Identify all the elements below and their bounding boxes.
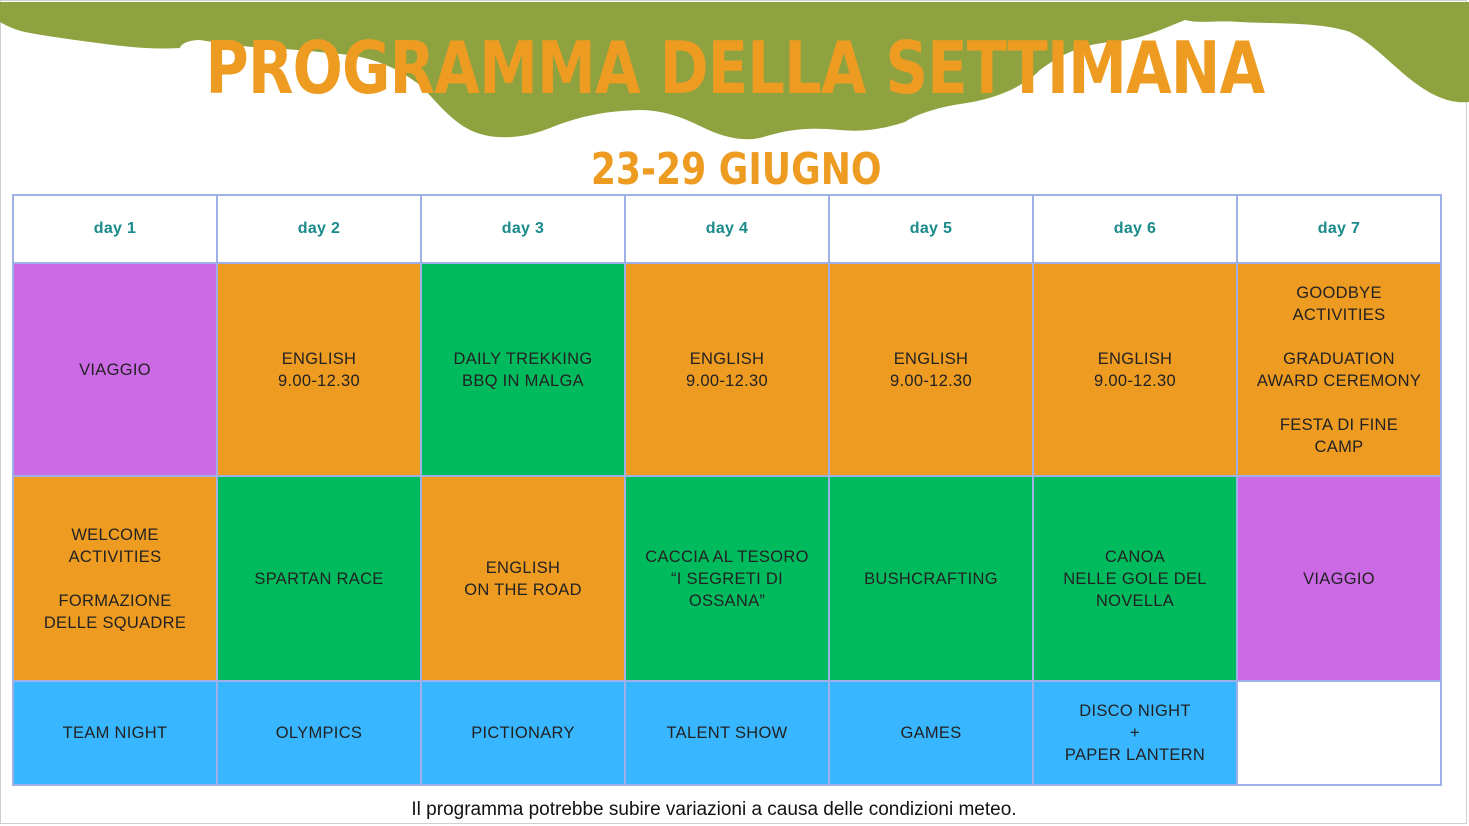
morning-activity-cell: ENGLISH 9.00-12.30 [626,264,828,475]
schedule-table: day 1 day 2 day 3 day 4 day 5 day 6 day … [12,194,1442,786]
day-header: day 2 [218,196,420,262]
evening-activity-cell: GAMES [830,682,1032,784]
morning-activity-cell: ENGLISH 9.00-12.30 [218,264,420,475]
morning-activity-cell: GOODBYE ACTIVITIES GRADUATION AWARD CERE… [1238,264,1440,475]
evening-activity-cell: TALENT SHOW [626,682,828,784]
morning-activity-cell: ENGLISH 9.00-12.30 [1034,264,1236,475]
evening-activity-cell: PICTIONARY [422,682,624,784]
afternoon-activity-cell: BUSHCRAFTING [830,477,1032,680]
weather-disclaimer: Il programma potrebbe subire variazioni … [411,799,1017,820]
day-header: day 1 [14,196,216,262]
afternoon-activity-cell: CACCIA AL TESORO “I SEGRETI DI OSSANA” [626,477,828,680]
morning-activity-cell: DAILY TREKKING BBQ IN MALGA [422,264,624,475]
afternoon-activity-cell: ENGLISH ON THE ROAD [422,477,624,680]
afternoon-activity-cell: SPARTAN RACE [218,477,420,680]
day-header: day 5 [830,196,1032,262]
afternoon-activity-cell: CANOA NELLE GOLE DEL NOVELLA [1034,477,1236,680]
date-range-subtitle: 23-29 GIUGNO [590,144,882,195]
day-header: day 3 [422,196,624,262]
evening-activity-cell [1238,682,1440,784]
morning-activity-cell: VIAGGIO [14,264,216,475]
evening-activity-cell: TEAM NIGHT [14,682,216,784]
afternoon-activity-cell: WELCOME ACTIVITIES FORMAZIONE DELLE SQUA… [14,477,216,680]
page-title: PROGRAMMA DELLA SETTIMANA [205,26,1265,110]
day-header: day 4 [626,196,828,262]
day-header: day 7 [1238,196,1440,262]
evening-activity-cell: OLYMPICS [218,682,420,784]
evening-activity-cell: DISCO NIGHT + PAPER LANTERN [1034,682,1236,784]
morning-activity-cell: ENGLISH 9.00-12.30 [830,264,1032,475]
afternoon-activity-cell: VIAGGIO [1238,477,1440,680]
day-header: day 6 [1034,196,1236,262]
green-hill-decoration [0,2,1469,140]
